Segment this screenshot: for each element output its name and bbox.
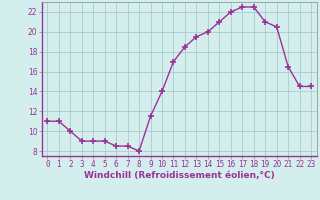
X-axis label: Windchill (Refroidissement éolien,°C): Windchill (Refroidissement éolien,°C) (84, 171, 275, 180)
